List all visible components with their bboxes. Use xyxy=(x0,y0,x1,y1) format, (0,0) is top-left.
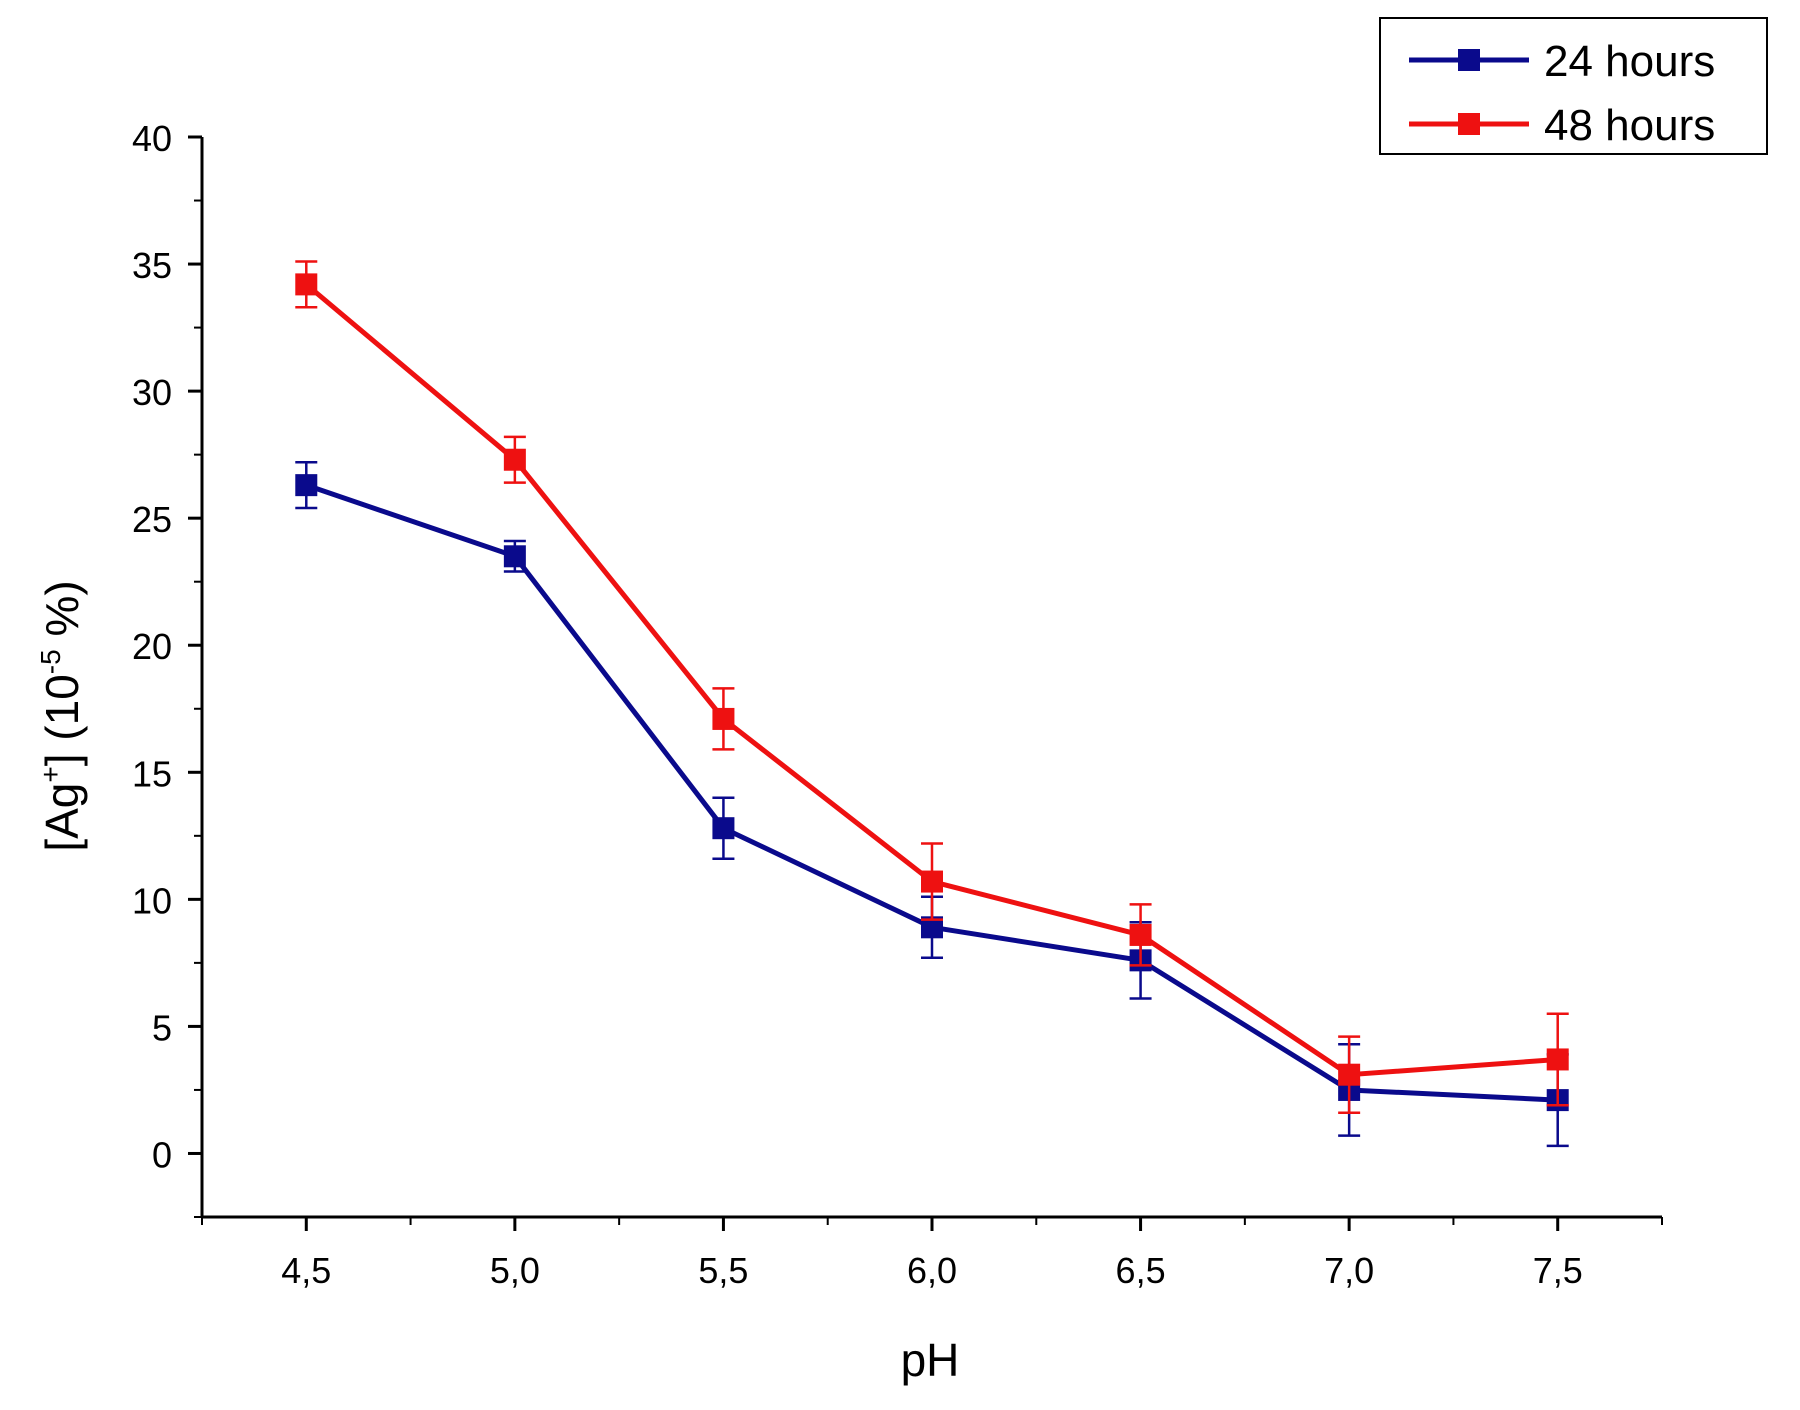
y-label-main: [Ag xyxy=(36,783,88,852)
y-label-superscript: + xyxy=(35,766,66,782)
data-point xyxy=(712,707,735,730)
series-2 xyxy=(295,260,1569,1115)
y-label-middle: ] (10 xyxy=(36,674,88,766)
legend-label: 48 hours xyxy=(1544,101,1715,150)
data-point xyxy=(1338,1063,1361,1086)
series-line xyxy=(305,482,1558,1103)
y-tick-label: 5 xyxy=(152,1007,172,1048)
data-point xyxy=(921,916,943,939)
legend: 24 hours 48 hours xyxy=(1379,17,1768,155)
series xyxy=(295,260,1569,1148)
data-point xyxy=(1546,1048,1569,1071)
svg-text:[Ag+] (10-5 %): [Ag+] (10-5 %) xyxy=(35,580,88,851)
y-label-exponent: -5 xyxy=(35,649,66,674)
axes xyxy=(200,137,1662,1219)
y-label-end: %) xyxy=(36,580,88,649)
y-tick-label: 35 xyxy=(132,245,172,286)
data-point xyxy=(503,545,526,568)
y-axis-label: [Ag+] (10-5 %) xyxy=(35,580,88,851)
data-point xyxy=(921,870,943,893)
x-tick-label: 6,5 xyxy=(1116,1250,1166,1291)
x-tick-label: 6,0 xyxy=(907,1250,957,1291)
y-tick-label: 30 xyxy=(132,372,172,413)
x-axis-label: pH xyxy=(901,1334,960,1386)
legend-entry-1: 24 hours xyxy=(1409,37,1715,86)
legend-entry-2: 48 hours xyxy=(1409,101,1715,150)
series-1 xyxy=(295,461,1569,1148)
x-tick-label: 5,0 xyxy=(490,1250,540,1291)
data-point xyxy=(712,817,735,840)
legend-marker xyxy=(1458,49,1480,71)
legend-box xyxy=(1379,17,1768,155)
legend-marker xyxy=(1458,113,1480,135)
x-tick-label: 7,5 xyxy=(1533,1250,1583,1291)
y-tick-label: 40 xyxy=(132,118,172,159)
x-tick-label: 4,5 xyxy=(281,1250,331,1291)
y-tick-label: 20 xyxy=(132,626,172,667)
y-tick-label: 10 xyxy=(132,880,172,921)
y-tick-label: 15 xyxy=(132,753,172,794)
x-tick-label: 5,5 xyxy=(698,1250,748,1291)
x-tick-label: 7,0 xyxy=(1324,1250,1374,1291)
data-point xyxy=(295,474,318,497)
data-point xyxy=(503,448,526,471)
ticks: 0 5 10 15 20 25 30 35 40 4,5 5,0 5,5 6,0 6,5 7,0 7,5 xyxy=(132,118,1663,1291)
y-tick-label: 0 xyxy=(152,1134,172,1175)
data-point xyxy=(1129,923,1152,946)
legend-label: 24 hours xyxy=(1544,37,1715,86)
y-tick-label: 25 xyxy=(132,499,172,540)
data-point xyxy=(295,273,318,296)
